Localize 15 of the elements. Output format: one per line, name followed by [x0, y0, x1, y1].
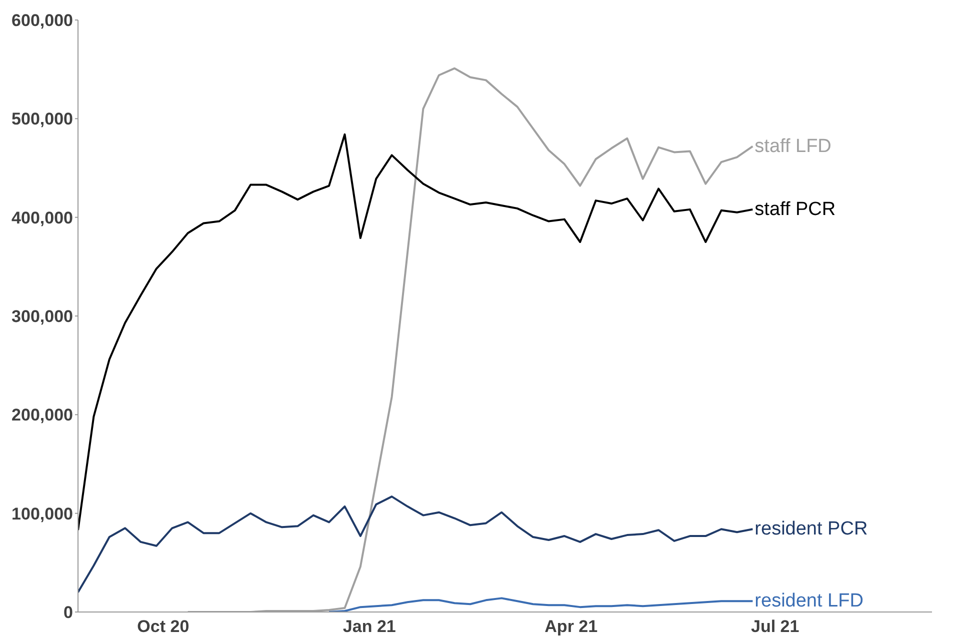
y-tick-label: 600,000 — [12, 11, 73, 30]
y-tick-label: 500,000 — [12, 110, 73, 129]
x-tick-label: Apr 21 — [544, 617, 598, 636]
x-tick-label: Oct 20 — [137, 617, 190, 636]
y-tick-label: 300,000 — [12, 307, 73, 326]
series-label: resident LFD — [754, 590, 864, 612]
x-tick-label: Jul 21 — [750, 617, 800, 636]
y-tick-label: 0 — [64, 603, 73, 622]
series-label: staff LFD — [754, 136, 832, 157]
x-tick-label: Jan 21 — [342, 617, 396, 636]
y-tick-label: 200,000 — [12, 406, 73, 425]
y-tick-label: 100,000 — [12, 504, 73, 524]
series-label: staff PCR — [754, 198, 836, 220]
y-tick-label: 400,000 — [12, 208, 73, 228]
series-label: resident PCR — [754, 518, 868, 540]
